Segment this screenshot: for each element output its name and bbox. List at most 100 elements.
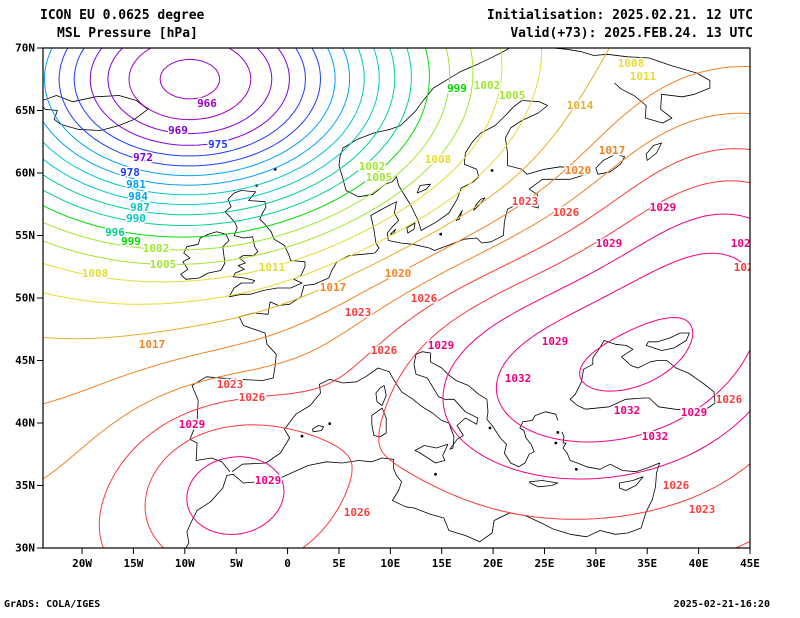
lat-tick-label: 40N [15, 417, 35, 430]
isobar-label-1017: 1017 [320, 281, 347, 294]
grads-credit: GrADS: COLA/IGES [4, 599, 101, 610]
isobar-1032 [495, 252, 750, 443]
isobar-label-1026: 1026 [716, 393, 743, 406]
isobar-label-972: 972 [133, 151, 153, 164]
lon-tick-label: 10E [380, 557, 400, 570]
small-island [556, 431, 560, 434]
isobar-label-996: 996 [105, 226, 125, 239]
isobar-984 [43, 48, 351, 186]
coastline [569, 340, 716, 411]
isobar-966 [128, 48, 252, 121]
isobar-label-1029: 1029 [731, 237, 758, 250]
lon-tick-label: 10W [175, 557, 195, 570]
isobar-label-1014: 1014 [567, 99, 594, 112]
isobar-label-1026: 1026 [734, 261, 761, 274]
isobar-1029 [186, 213, 750, 535]
isobar-972 [89, 48, 290, 146]
lon-tick-label: 5W [230, 557, 244, 570]
isobar-label-1026: 1026 [553, 206, 580, 219]
isobar-1008 [43, 48, 503, 283]
model-title: ICON EU 0.0625 degree [40, 8, 205, 23]
isobar-label-1029: 1029 [255, 474, 282, 487]
isobar-label-1026: 1026 [239, 391, 266, 404]
isobar-975 [73, 48, 306, 157]
isobar-label-999: 999 [447, 82, 467, 95]
isobar-978 [58, 48, 321, 167]
lon-tick-label: 15E [432, 557, 452, 570]
isobar-label-999: 999 [121, 235, 141, 248]
isobar-990 [43, 48, 380, 206]
isobar-label-1026: 1026 [411, 292, 438, 305]
lon-tick-label: 20E [483, 557, 503, 570]
small-island [554, 441, 558, 445]
small-island [574, 467, 578, 471]
initialisation-time: Initialisation: 2025.02.21. 12 UTC [486, 8, 753, 23]
isobar-label-984: 984 [128, 190, 148, 203]
coastline [595, 153, 625, 175]
isobar-label-969: 969 [168, 124, 188, 137]
small-island [439, 232, 443, 236]
isobar-label-1032: 1032 [614, 404, 641, 417]
isobar-label-1008: 1008 [82, 267, 109, 280]
isobar-1020 [43, 112, 750, 480]
coastline [645, 142, 662, 161]
isobar-label-1011: 1011 [259, 261, 286, 274]
lon-tick-label: 25E [535, 557, 555, 570]
isobar-1035 [579, 317, 694, 392]
coastline [224, 190, 306, 298]
coastline [375, 385, 387, 406]
isobar-label-1023: 1023 [689, 503, 716, 516]
isobar-label-990: 990 [126, 212, 146, 225]
isobar-label-1023: 1023 [217, 378, 244, 391]
isobar-label-1008: 1008 [618, 57, 645, 70]
coastline [180, 231, 230, 280]
lat-tick-label: 70N [15, 42, 35, 55]
lat-tick-label: 55N [15, 229, 35, 242]
isobar-label-978: 978 [120, 166, 140, 179]
isobar-label-1005: 1005 [366, 171, 393, 184]
small-island [490, 169, 494, 172]
isobar-label-1026: 1026 [371, 344, 398, 357]
coastline [414, 443, 449, 464]
lat-tick-label: 60N [15, 167, 35, 180]
isobar-label-987: 987 [130, 201, 150, 214]
isobar-label-966: 966 [197, 97, 217, 110]
isobar-label-1020: 1020 [565, 164, 592, 177]
isobar-label-1011: 1011 [630, 70, 657, 83]
lon-tick-label: 5E [332, 557, 345, 570]
isobar-label-975: 975 [208, 138, 228, 151]
isobar-label-1026: 1026 [663, 479, 690, 492]
lon-tick-label: 20W [72, 557, 92, 570]
isobar-label-1029: 1029 [681, 406, 708, 419]
lat-tick-label: 30N [15, 542, 35, 555]
isobar-label-1002: 1002 [474, 79, 501, 92]
isobar-label-981: 981 [126, 178, 146, 191]
field-title: MSL Pressure [hPa] [57, 26, 198, 41]
lon-tick-label: 15W [123, 557, 143, 570]
coastline [416, 183, 431, 194]
isobar-1011 [43, 48, 543, 305]
isobar-1014 [43, 48, 610, 340]
small-island [488, 426, 492, 430]
coastline [185, 431, 660, 548]
coastline [43, 95, 149, 131]
isobar-label-1017: 1017 [599, 144, 626, 157]
isobar-996 [43, 48, 412, 226]
coastline [619, 476, 644, 491]
coastline [473, 197, 486, 211]
isobar-1026 [144, 180, 750, 548]
lon-tick-label: 0 [284, 557, 291, 570]
isobar-labels: 9669699759729789819849879909969991002100… [80, 56, 761, 521]
isobar-label-1005: 1005 [499, 89, 526, 102]
isobar-label-1020: 1020 [385, 267, 412, 280]
isobar-label-1029: 1029 [596, 237, 623, 250]
lon-tick-label: 30E [586, 557, 606, 570]
coastline [371, 407, 387, 438]
coastline [552, 48, 711, 124]
isobar-label-1029: 1029 [542, 335, 569, 348]
isobar-1023 [98, 148, 750, 548]
coastline [528, 480, 559, 488]
isobar-label-1002: 1002 [143, 242, 170, 255]
coastline [231, 351, 559, 473]
valid-time: Valid(+73): 2025.FEB.24. 13 UTC [510, 26, 753, 41]
